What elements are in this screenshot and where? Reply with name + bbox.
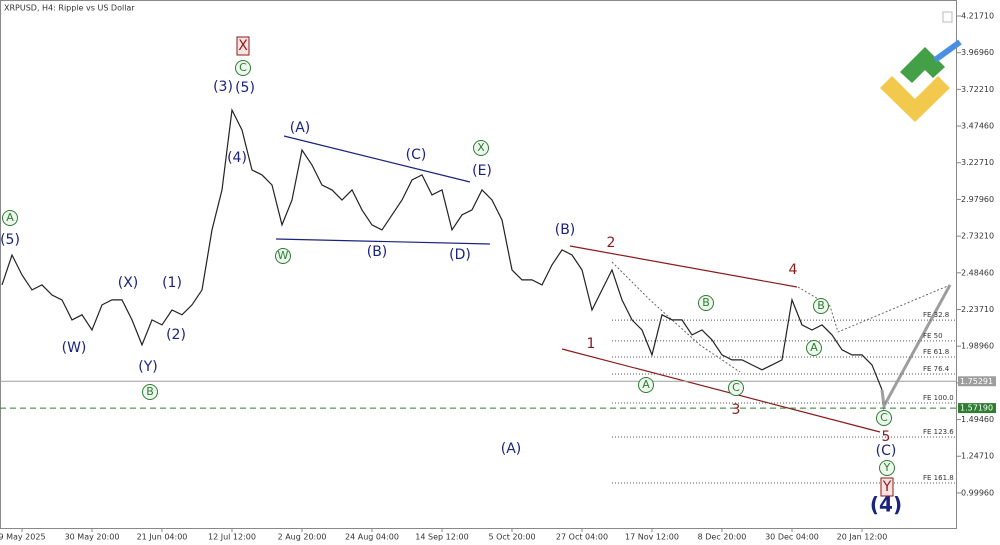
- wave-label: B: [146, 385, 154, 398]
- wave-label: B: [817, 299, 825, 312]
- price-line-series: [1, 107, 883, 391]
- wave-label: (B): [555, 222, 576, 238]
- y-tick-label: 3.72210: [961, 85, 994, 94]
- wave-circle: [806, 340, 822, 356]
- wave-label: (C): [406, 147, 427, 163]
- wave-label: A: [642, 378, 650, 391]
- wave-circle: [2, 210, 18, 226]
- fib-label: FE 100.0: [923, 394, 954, 402]
- y-tick-label: 2.97960: [961, 195, 994, 204]
- wave-label: (5): [0, 232, 20, 248]
- y-tick-label: 2.23710: [961, 305, 994, 314]
- wave-label: A: [810, 341, 818, 354]
- wave-label: (4): [870, 493, 902, 517]
- wave-label: (A): [290, 120, 311, 136]
- wave-label: X: [238, 38, 248, 54]
- x-tick-label: 12 Jul 12:00: [208, 533, 256, 542]
- wave-label: Y: [882, 479, 892, 495]
- wave-label: (D): [449, 247, 471, 263]
- wave-label: (W): [62, 340, 87, 356]
- wave-label: 4: [789, 262, 798, 278]
- wave-label: (3): [213, 79, 233, 95]
- x-tick-label: 9 May 2025: [0, 533, 46, 542]
- wave-label: (C): [876, 443, 897, 459]
- wave-circle: [728, 380, 744, 396]
- y-tick-label: 0.99960: [961, 488, 994, 497]
- wave-box: [236, 36, 250, 56]
- wave-label: (A): [501, 441, 522, 457]
- x-tick-label: 20 Jan 12:00: [837, 533, 888, 542]
- trend-lines: [275, 135, 952, 433]
- y-tick-label: 1.49460: [961, 415, 994, 424]
- fib-label: FE 76.4: [923, 365, 950, 373]
- wave-label: (2): [166, 327, 186, 343]
- wave-label: 5: [882, 429, 891, 445]
- wave-circle: [473, 140, 489, 156]
- icon: [942, 11, 953, 23]
- fib-label: FE 123.6: [923, 428, 954, 436]
- wave-label: 1: [587, 336, 596, 352]
- x-tick-label: 2 Aug 20:00: [278, 533, 327, 542]
- wave-label: A: [6, 211, 14, 224]
- wave-label: Y: [883, 461, 891, 474]
- x-tick-label: 8 Dec 20:00: [698, 533, 747, 542]
- wave-label: (X): [118, 275, 139, 291]
- wave-circle: [638, 377, 654, 393]
- wave-label: (Y): [138, 359, 157, 375]
- x-tick-label: 21 Jun 04:00: [137, 533, 188, 542]
- wave-box: [880, 477, 894, 497]
- wave-label: (4): [227, 150, 247, 166]
- plot-frame: [0, 0, 957, 529]
- x-tick-label: 30 May 20:00: [65, 533, 120, 542]
- y-tick-label: 3.22710: [961, 158, 994, 167]
- wave-label: C: [239, 61, 247, 74]
- x-tick-label: 30 Dec 04:00: [765, 533, 819, 542]
- y-tick-label: 3.47460: [961, 122, 994, 131]
- x-tick-label: 14 Sep 12:00: [415, 533, 468, 542]
- x-tick-label: 27 Oct 04:00: [556, 533, 608, 542]
- wave-circle: [879, 460, 895, 476]
- wave-label: (B): [367, 244, 388, 260]
- wave-label: (1): [162, 275, 182, 291]
- logo: [880, 11, 962, 122]
- wave-label: (5): [235, 80, 255, 96]
- wave-label: 2: [607, 235, 616, 251]
- y-tick-label: 2.48460: [961, 268, 994, 277]
- wave-label: 3: [732, 402, 741, 418]
- wave-label: X: [477, 141, 485, 154]
- y-tick-label: 3.96960: [961, 48, 994, 57]
- wave-label: B: [702, 296, 710, 309]
- wave-circle: [698, 295, 714, 311]
- wave-circle: [235, 60, 251, 76]
- fib-label: FE 161.8: [923, 474, 954, 482]
- fib-label: FE 32.8: [923, 311, 949, 319]
- fib-label: FE 61.8: [923, 348, 949, 356]
- x-tick-label: 17 Nov 12:00: [625, 533, 679, 542]
- wave-circle: [876, 410, 892, 426]
- price-tag-label: 1.75291: [960, 377, 993, 386]
- chart-title: XRPUSD, H4: Ripple vs US Dollar: [4, 4, 135, 13]
- fib-label: FE 50: [923, 332, 943, 340]
- x-tick-label: 24 Aug 04:00: [345, 533, 399, 542]
- wave-label: W: [278, 249, 289, 262]
- wave-label: C: [732, 381, 740, 394]
- y-tick-label: 4.21710: [961, 11, 994, 20]
- y-tick-label: 1.24710: [961, 452, 994, 461]
- wave-label: C: [880, 411, 888, 424]
- wave-circle: [275, 248, 291, 264]
- wave-label: (E): [472, 163, 492, 179]
- x-tick-label: 5 Oct 20:00: [488, 533, 535, 542]
- wave-circle: [142, 384, 158, 400]
- y-tick-label: 1.98960: [961, 342, 994, 351]
- price-tag-label: 1.57190: [960, 404, 993, 413]
- wave-circle: [813, 298, 829, 314]
- y-tick-label: 2.73210: [961, 232, 994, 241]
- price-tag: [958, 403, 996, 414]
- price-tag: [958, 376, 996, 387]
